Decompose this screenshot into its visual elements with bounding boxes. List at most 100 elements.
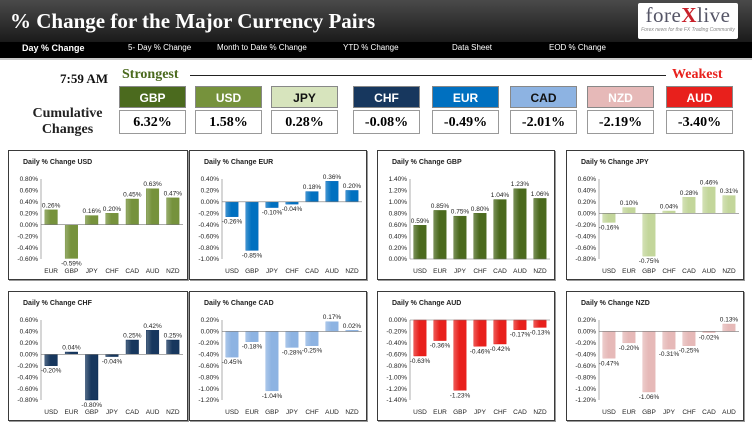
y-tick-label: -1.20% — [386, 386, 407, 393]
bar-jpy — [662, 331, 676, 350]
y-tick-label: 0.00% — [20, 351, 39, 358]
chart-gbp: Daily % Change GBP 0.00% 0.20% 0.40% 0.60% 0.… — [377, 150, 555, 280]
category-label: NZD — [166, 409, 180, 416]
data-label: -0.26% — [222, 219, 243, 226]
nav-bar: Day % Change 5- Day % Change Month to Da… — [0, 42, 752, 58]
y-tick-label: -0.40% — [17, 374, 38, 381]
chart-gbp-svg: Daily % Change GBP0.00%0.20%0.40%0.60%0.… — [389, 159, 550, 275]
data-label: -0.16% — [599, 224, 620, 231]
y-tick-label: 0.40% — [578, 188, 597, 195]
currency-card-name: AUD — [666, 86, 733, 108]
bar-aud — [702, 186, 716, 214]
data-label: -1.06% — [639, 394, 660, 401]
data-label: 0.02% — [343, 323, 362, 330]
currency-card-value: 1.58% — [195, 110, 262, 134]
bar-chf — [305, 331, 319, 346]
nav-eod-change[interactable]: EOD % Change — [549, 43, 606, 52]
y-tick-label: -0.40% — [575, 233, 596, 240]
data-label: -0.20% — [619, 345, 640, 352]
y-tick-label: 0.20% — [20, 210, 39, 217]
data-label: 0.13% — [720, 317, 739, 324]
chart-eur-svg: Daily % Change EUR -1.00% -0.80% -0.60% -0.4… — [198, 159, 362, 275]
chart-title: Daily % Change NZD — [581, 300, 650, 307]
y-tick-label: 0.60% — [389, 222, 408, 229]
chart-title: Daily % Change JPY — [581, 159, 649, 166]
y-tick-label: -0.60% — [198, 363, 219, 370]
data-label: -0.18% — [242, 344, 263, 351]
category-label: JPY — [266, 268, 279, 275]
bar-gbp — [453, 319, 467, 391]
y-tick-label: -0.60% — [198, 233, 219, 240]
chart-title: Daily % Change GBP — [392, 159, 462, 166]
forexlive-logo[interactable]: foreXlive Forex news for the FX Trading … — [638, 3, 738, 39]
bar-jpy — [285, 331, 299, 348]
nav-ytd-change[interactable]: YTD % Change — [343, 43, 399, 52]
y-tick-label: 0.20% — [578, 317, 597, 324]
bar-chf — [285, 201, 299, 205]
bar-cad — [125, 339, 139, 355]
category-label: USD — [602, 409, 616, 416]
chart-jpy: Daily % Change JPY -0.80% -0.60% -0.40% -0.2… — [566, 150, 744, 280]
bar-aud — [325, 321, 339, 332]
y-tick-label: 0.80% — [389, 210, 408, 217]
nav-data-sheet[interactable]: Data Sheet — [452, 43, 493, 52]
y-tick-label: 1.20% — [389, 188, 408, 195]
nav-day-change[interactable]: Day % Change — [22, 43, 85, 53]
bar-eur — [64, 351, 78, 355]
y-tick-label: 0.00% — [201, 329, 220, 336]
category-label: EUR — [245, 409, 259, 416]
category-label: CAD — [125, 409, 139, 416]
data-label: -0.59% — [61, 260, 82, 267]
y-tick-label: -1.00% — [575, 386, 596, 393]
y-tick-label: -1.00% — [198, 386, 219, 393]
nav-5-day-change[interactable]: 5- Day % Change — [128, 43, 192, 52]
y-tick-label: -0.60% — [575, 363, 596, 370]
nav-month-to-date-change[interactable]: Month to Date % Change — [217, 43, 307, 52]
chart-title: Daily % Change EUR — [204, 159, 273, 166]
y-tick-label: -0.80% — [575, 256, 596, 263]
category-label: AUD — [702, 268, 716, 275]
data-label: 0.36% — [323, 174, 342, 181]
category-label: AUD — [325, 409, 339, 416]
category-label: JPY — [86, 268, 99, 275]
logo-tagline: Forex news for the FX Trading Community — [641, 27, 735, 33]
y-tick-label: -0.80% — [198, 245, 219, 252]
y-tick-label: -0.60% — [17, 386, 38, 393]
data-label: -0.36% — [430, 343, 451, 350]
category-label: JPY — [106, 409, 119, 416]
data-label: -0.75% — [639, 258, 660, 265]
timestamp: 7:59 AM — [60, 71, 109, 86]
bar-chf — [682, 331, 696, 346]
data-label: 0.25% — [123, 333, 142, 340]
data-label: 0.10% — [620, 200, 639, 207]
y-tick-label: -1.20% — [198, 397, 219, 404]
data-label: 0.28% — [680, 190, 699, 197]
data-label: -0.80% — [81, 402, 102, 409]
chart-chf: Daily % Change CHF -0.80% -0.60% -0.40% -0.2… — [8, 291, 188, 421]
category-label: EUR — [622, 268, 636, 275]
y-tick-label: -0.40% — [575, 351, 596, 358]
y-tick-label: -0.60% — [575, 245, 596, 252]
bar-nzd — [166, 197, 180, 225]
category-label: USD — [225, 268, 239, 275]
category-label: AUD — [146, 268, 160, 275]
category-label: GBP — [453, 409, 467, 416]
chart-cad: Daily % Change CAD -1.20% -1.00% -0.80% -0.6… — [189, 291, 367, 421]
data-label: -0.28% — [282, 349, 303, 356]
bar-eur — [433, 319, 447, 341]
y-tick-label: 1.40% — [389, 176, 408, 183]
cumulative-changes-label: Cumulative Changes — [32, 106, 103, 137]
data-label: -0.31% — [659, 351, 680, 358]
y-tick-label: -0.60% — [386, 351, 407, 358]
data-label: 1.06% — [531, 191, 550, 198]
data-label: -1.04% — [262, 393, 283, 400]
category-label: CAD — [682, 268, 696, 275]
bar-cad — [513, 319, 527, 330]
category-label: AUD — [325, 268, 339, 275]
bar-gbp — [85, 354, 99, 401]
y-tick-label: 0.20% — [201, 188, 220, 195]
bar-usd — [413, 319, 427, 357]
category-label: USD — [413, 268, 427, 275]
y-tick-label: -0.80% — [575, 374, 596, 381]
currency-card-nzd: NZD -2.19% — [587, 86, 654, 134]
